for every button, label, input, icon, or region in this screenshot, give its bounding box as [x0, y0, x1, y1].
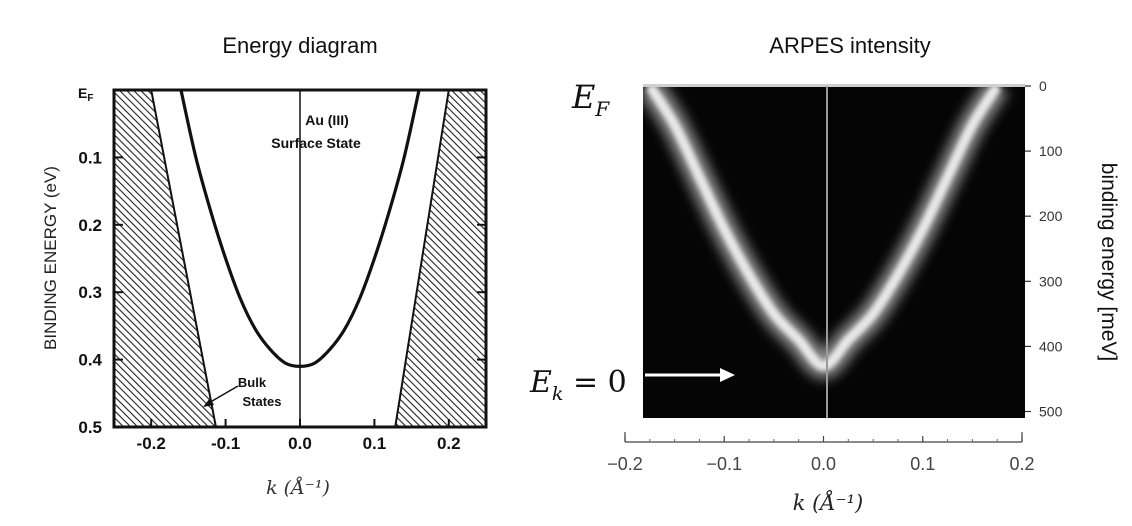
x-tick-label: 0.1 — [363, 434, 387, 453]
arpes-band-glow — [643, 86, 1009, 379]
right-y-tick-label: 200 — [1039, 208, 1063, 224]
right-y-tick-label: 100 — [1039, 143, 1063, 159]
right-y-axis-label: binding energy [meV] — [1097, 163, 1120, 361]
right-y-tick-label: 400 — [1039, 338, 1063, 354]
bulk-states-label-line2: States — [242, 394, 281, 409]
right-x-tick-label: −0.1 — [706, 454, 742, 474]
x-tick-label: 0.0 — [288, 434, 312, 453]
surface-state-label-line1: Au (III) — [305, 112, 349, 128]
bulk-states-arrow — [206, 385, 239, 405]
y-tick-label: 0.5 — [78, 418, 102, 437]
bulk-states-region-left — [113, 89, 218, 428]
right-x-tick-label: −0.2 — [607, 454, 643, 474]
x-tick-label: -0.1 — [211, 434, 240, 453]
right-x-axis-label: k (Å⁻¹) — [793, 490, 863, 515]
arpes-top-edge — [643, 84, 1025, 87]
arpes-image-background — [643, 86, 1025, 418]
right-x-tick-label: 0.0 — [811, 454, 836, 474]
right-x-tick-label: 0.1 — [910, 454, 935, 474]
right-chart-title: ARPES intensity — [769, 33, 931, 58]
right-y-tick-label: 300 — [1039, 273, 1063, 289]
right-y-tick-label: 500 — [1039, 403, 1063, 419]
ef-tick-label: EF — [78, 85, 93, 104]
right-x-tick-label: 0.2 — [1009, 454, 1034, 474]
surface-state-curve — [179, 89, 421, 368]
ek-zero-arrowhead — [720, 368, 735, 382]
left-x-axis-label: k (Å⁻¹) — [266, 477, 330, 499]
bulk-states-label-line1: Bulk — [238, 375, 267, 390]
y-tick-label: 0.2 — [78, 216, 102, 235]
ef-label: EF — [571, 78, 610, 121]
energy-diagram-chart: -0.2 -0.1 0.0 0.1 0.2 0.1 0.2 0.3 0.4 0.5 BINDING… — [41, 85, 488, 499]
right-y-tick-label: 0 — [1039, 78, 1047, 94]
y-tick-label: 0.4 — [78, 351, 102, 370]
bulk-states-arrowhead — [203, 398, 214, 407]
x-tick-label: -0.2 — [137, 434, 166, 453]
y-tick-label: 0.1 — [78, 148, 102, 167]
arpes-band — [645, 86, 1002, 371]
surface-state-label-line2: Surface State — [271, 135, 361, 151]
y-tick-label: 0.3 — [78, 283, 102, 302]
left-chart-title: Energy diagram — [222, 33, 378, 58]
x-tick-label: 0.2 — [437, 434, 461, 453]
left-y-axis-label: BINDING ENERGY (eV) — [41, 166, 60, 350]
